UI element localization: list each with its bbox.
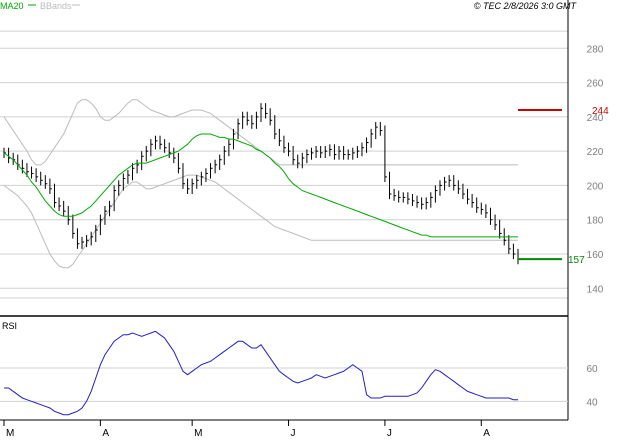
price-y-tick-label: 240 — [587, 113, 604, 124]
price-y-tick-label: 180 — [587, 216, 604, 227]
legend-bbands-label: BBands — [40, 1, 72, 11]
price-y-tick-label: 280 — [587, 44, 604, 55]
legend-ma20-label: MA20 — [0, 1, 24, 11]
support-level-label: 157 — [568, 255, 585, 266]
price-y-tick-label: 220 — [587, 147, 604, 158]
rsi-panel: RSI 40 60 — [0, 321, 598, 416]
price-panel: 140 160 180 200 220 240 260 280 244 157 — [0, 0, 609, 420]
x-axis-tick-label: J — [291, 428, 296, 439]
legend: MA20 BBands — [0, 1, 80, 11]
x-axis-tick-label: J — [387, 428, 392, 439]
bbands-lower-line — [3, 174, 518, 269]
rsi-line — [4, 330, 518, 416]
rsi-title: RSI — [2, 321, 17, 331]
rsi-y-tick-label: 60 — [586, 364, 598, 375]
price-y-tick-label: 200 — [587, 181, 604, 192]
x-axis-tick-label: M — [194, 428, 202, 439]
resistance-level-label: 244 — [592, 106, 609, 117]
price-y-tick-label: 160 — [587, 250, 604, 261]
rsi-y-tick-label: 40 — [586, 397, 598, 408]
ma20-line — [3, 133, 518, 238]
price-y-tick-label: 140 — [587, 284, 604, 295]
x-axis-tick-label: A — [483, 428, 490, 439]
x-axis-tick-label: A — [102, 428, 109, 439]
price-y-tick-label: 260 — [587, 79, 604, 90]
timestamp-label: © TEC 2/8/2026 3:0 GMT — [474, 1, 578, 11]
x-axis-tick-label: M — [6, 428, 14, 439]
